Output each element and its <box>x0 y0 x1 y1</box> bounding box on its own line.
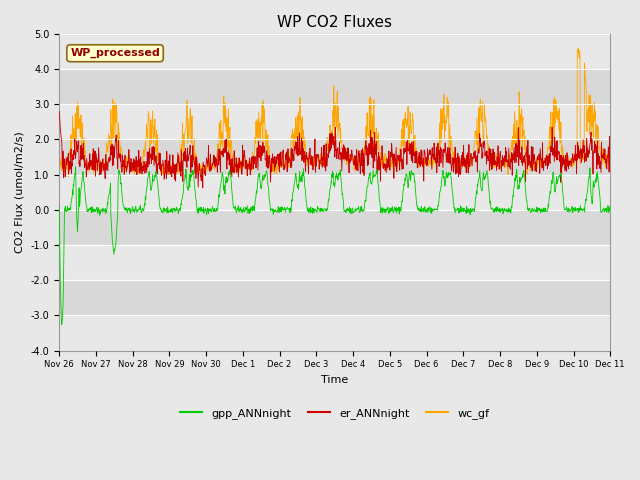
Bar <box>59 104 611 140</box>
gpp_ANNnight <box>58 322 66 327</box>
Bar <box>59 175 611 210</box>
gpp_ANNnight <box>421 204 429 210</box>
er_ANNnight <box>607 150 614 156</box>
gpp_ANNnight <box>165 208 173 214</box>
wc_gf <box>165 161 173 167</box>
er_ANNnight <box>199 185 207 191</box>
wc_gf <box>607 159 614 165</box>
gpp_ANNnight <box>72 164 79 170</box>
er_ANNnight <box>178 162 186 168</box>
wc_gf <box>179 148 186 154</box>
wc_gf <box>493 158 500 164</box>
wc_gf <box>575 46 582 51</box>
Legend: gpp_ANNnight, er_ANNnight, wc_gf: gpp_ANNnight, er_ANNnight, wc_gf <box>176 404 493 423</box>
gpp_ANNnight <box>541 205 549 211</box>
gpp_ANNnight <box>55 203 63 209</box>
gpp_ANNnight <box>179 195 186 201</box>
er_ANNnight <box>493 168 500 173</box>
er_ANNnight <box>164 158 172 164</box>
er_ANNnight <box>541 155 549 161</box>
gpp_ANNnight <box>493 207 500 213</box>
wc_gf <box>240 155 248 161</box>
gpp_ANNnight <box>240 209 248 215</box>
er_ANNnight <box>420 150 428 156</box>
Line: er_ANNnight: er_ANNnight <box>59 111 611 188</box>
Bar <box>59 245 611 280</box>
wc_gf <box>65 174 72 180</box>
er_ANNnight <box>55 108 63 114</box>
Bar <box>59 34 611 69</box>
er_ANNnight <box>240 154 248 160</box>
gpp_ANNnight <box>607 206 614 212</box>
X-axis label: Time: Time <box>321 375 348 385</box>
Y-axis label: CO2 Flux (umol/m2/s): CO2 Flux (umol/m2/s) <box>15 132 25 253</box>
wc_gf <box>541 158 549 164</box>
Line: gpp_ANNnight: gpp_ANNnight <box>59 167 611 324</box>
wc_gf <box>55 163 63 168</box>
Text: WP_processed: WP_processed <box>70 48 160 59</box>
Bar <box>59 315 611 350</box>
Title: WP CO2 Fluxes: WP CO2 Fluxes <box>277 15 392 30</box>
wc_gf <box>420 156 428 161</box>
Line: wc_gf: wc_gf <box>59 48 611 177</box>
